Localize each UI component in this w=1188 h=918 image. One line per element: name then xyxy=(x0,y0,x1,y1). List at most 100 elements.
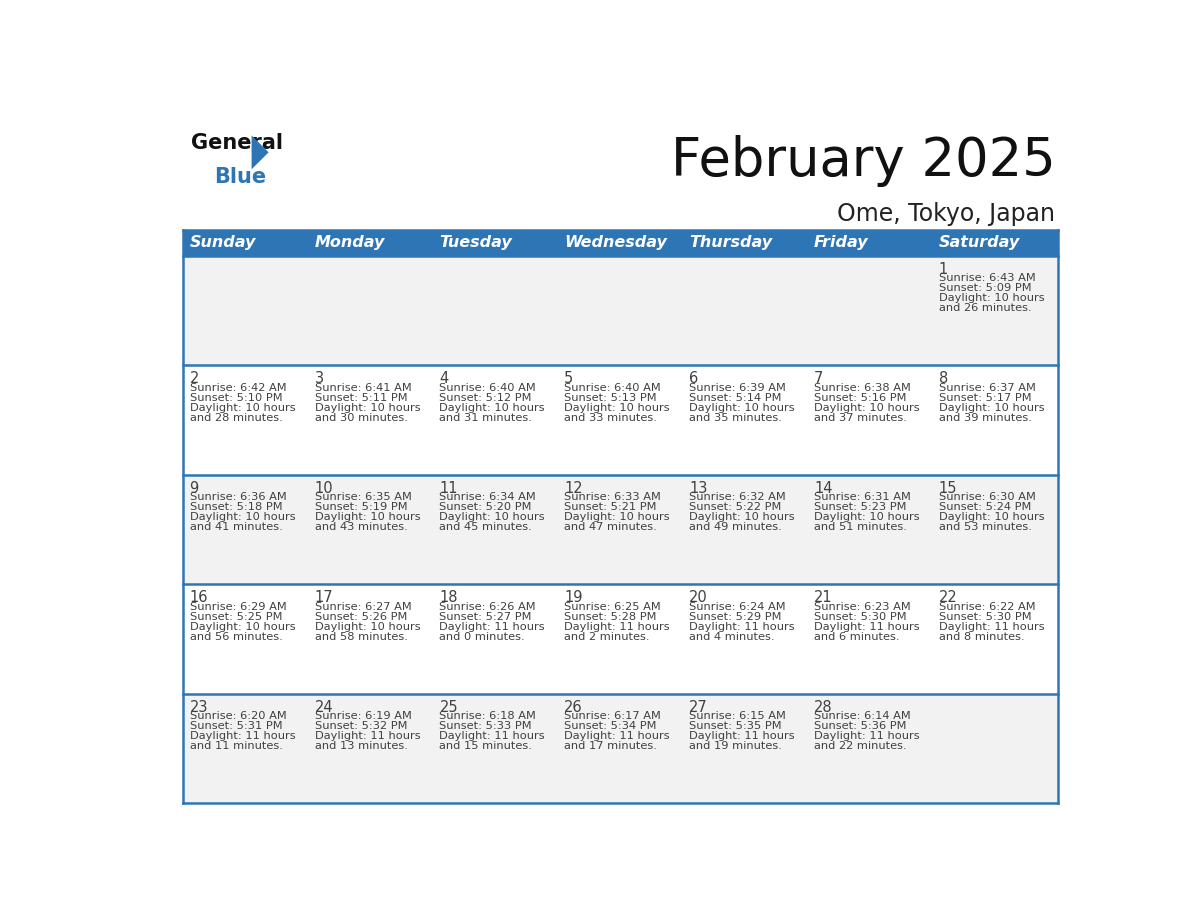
Text: 13: 13 xyxy=(689,481,708,496)
Bar xyxy=(558,256,683,365)
Bar xyxy=(808,584,933,694)
Bar xyxy=(434,475,558,584)
Text: and 22 minutes.: and 22 minutes. xyxy=(814,742,906,752)
Text: Sunrise: 6:24 AM: Sunrise: 6:24 AM xyxy=(689,602,785,612)
Text: 10: 10 xyxy=(315,481,333,496)
Text: Sunrise: 6:17 AM: Sunrise: 6:17 AM xyxy=(564,711,662,722)
Text: and 51 minutes.: and 51 minutes. xyxy=(814,522,906,532)
Text: Daylight: 10 hours: Daylight: 10 hours xyxy=(689,403,795,413)
Text: Sunset: 5:30 PM: Sunset: 5:30 PM xyxy=(814,612,906,621)
Text: Sunset: 5:22 PM: Sunset: 5:22 PM xyxy=(689,502,782,512)
Bar xyxy=(683,475,808,584)
Text: 25: 25 xyxy=(440,700,459,715)
Text: and 19 minutes.: and 19 minutes. xyxy=(689,742,782,752)
Text: 6: 6 xyxy=(689,372,699,386)
Text: and 0 minutes.: and 0 minutes. xyxy=(440,632,525,642)
Text: and 39 minutes.: and 39 minutes. xyxy=(939,413,1032,423)
Text: Sunrise: 6:23 AM: Sunrise: 6:23 AM xyxy=(814,602,911,612)
Text: Daylight: 10 hours: Daylight: 10 hours xyxy=(564,403,670,413)
Text: Sunday: Sunday xyxy=(190,235,255,250)
Text: and 33 minutes.: and 33 minutes. xyxy=(564,413,657,423)
Bar xyxy=(434,694,558,803)
Text: and 17 minutes.: and 17 minutes. xyxy=(564,742,657,752)
Text: Sunset: 5:29 PM: Sunset: 5:29 PM xyxy=(689,612,782,621)
Text: and 6 minutes.: and 6 minutes. xyxy=(814,632,899,642)
Text: Sunrise: 6:30 AM: Sunrise: 6:30 AM xyxy=(939,492,1036,502)
Text: Sunrise: 6:15 AM: Sunrise: 6:15 AM xyxy=(689,711,786,722)
Text: Sunset: 5:18 PM: Sunset: 5:18 PM xyxy=(190,502,283,512)
Text: Sunset: 5:33 PM: Sunset: 5:33 PM xyxy=(440,722,532,732)
Text: and 49 minutes.: and 49 minutes. xyxy=(689,522,782,532)
Text: Sunset: 5:35 PM: Sunset: 5:35 PM xyxy=(689,722,782,732)
Text: Daylight: 11 hours: Daylight: 11 hours xyxy=(939,621,1044,632)
Text: Sunset: 5:26 PM: Sunset: 5:26 PM xyxy=(315,612,406,621)
Text: Sunrise: 6:42 AM: Sunrise: 6:42 AM xyxy=(190,383,286,393)
Bar xyxy=(308,584,434,694)
Text: and 53 minutes.: and 53 minutes. xyxy=(939,522,1032,532)
Text: Sunrise: 6:29 AM: Sunrise: 6:29 AM xyxy=(190,602,286,612)
Text: 1: 1 xyxy=(939,262,948,277)
Text: Daylight: 10 hours: Daylight: 10 hours xyxy=(190,621,296,632)
Text: and 4 minutes.: and 4 minutes. xyxy=(689,632,775,642)
Bar xyxy=(183,230,308,256)
Text: Sunset: 5:17 PM: Sunset: 5:17 PM xyxy=(939,393,1031,403)
Text: Sunset: 5:12 PM: Sunset: 5:12 PM xyxy=(440,393,532,403)
Text: Blue: Blue xyxy=(214,167,266,187)
Text: Daylight: 10 hours: Daylight: 10 hours xyxy=(190,512,296,522)
Text: Sunrise: 6:20 AM: Sunrise: 6:20 AM xyxy=(190,711,286,722)
Text: Sunrise: 6:27 AM: Sunrise: 6:27 AM xyxy=(315,602,411,612)
Text: Sunset: 5:13 PM: Sunset: 5:13 PM xyxy=(564,393,657,403)
Bar xyxy=(308,256,434,365)
Text: and 13 minutes.: and 13 minutes. xyxy=(315,742,407,752)
Text: Thursday: Thursday xyxy=(689,235,772,250)
Bar xyxy=(808,256,933,365)
Text: 15: 15 xyxy=(939,481,958,496)
Bar xyxy=(808,694,933,803)
Text: 22: 22 xyxy=(939,590,958,605)
Text: Saturday: Saturday xyxy=(939,235,1020,250)
Text: Daylight: 10 hours: Daylight: 10 hours xyxy=(939,294,1044,304)
Text: Sunrise: 6:41 AM: Sunrise: 6:41 AM xyxy=(315,383,411,393)
Text: Sunset: 5:09 PM: Sunset: 5:09 PM xyxy=(939,284,1031,294)
Bar xyxy=(808,365,933,475)
Text: Sunset: 5:25 PM: Sunset: 5:25 PM xyxy=(190,612,282,621)
Bar xyxy=(434,365,558,475)
Bar xyxy=(308,365,434,475)
Text: Sunset: 5:27 PM: Sunset: 5:27 PM xyxy=(440,612,532,621)
Text: Sunset: 5:20 PM: Sunset: 5:20 PM xyxy=(440,502,532,512)
Text: Sunrise: 6:43 AM: Sunrise: 6:43 AM xyxy=(939,274,1036,284)
Text: Daylight: 11 hours: Daylight: 11 hours xyxy=(440,732,545,742)
Text: Sunset: 5:23 PM: Sunset: 5:23 PM xyxy=(814,502,906,512)
Text: and 11 minutes.: and 11 minutes. xyxy=(190,742,283,752)
Text: Daylight: 10 hours: Daylight: 10 hours xyxy=(939,403,1044,413)
Bar xyxy=(183,475,308,584)
Text: and 58 minutes.: and 58 minutes. xyxy=(315,632,407,642)
Text: Sunrise: 6:40 AM: Sunrise: 6:40 AM xyxy=(564,383,661,393)
Text: Tuesday: Tuesday xyxy=(440,235,512,250)
Text: Sunset: 5:11 PM: Sunset: 5:11 PM xyxy=(315,393,407,403)
Text: and 37 minutes.: and 37 minutes. xyxy=(814,413,906,423)
Text: Sunrise: 6:36 AM: Sunrise: 6:36 AM xyxy=(190,492,286,502)
Text: Sunrise: 6:14 AM: Sunrise: 6:14 AM xyxy=(814,711,911,722)
Bar xyxy=(558,694,683,803)
Text: and 15 minutes.: and 15 minutes. xyxy=(440,742,532,752)
Text: 9: 9 xyxy=(190,481,198,496)
Text: 5: 5 xyxy=(564,372,574,386)
Text: and 30 minutes.: and 30 minutes. xyxy=(315,413,407,423)
Text: and 8 minutes.: and 8 minutes. xyxy=(939,632,1024,642)
Text: Sunrise: 6:39 AM: Sunrise: 6:39 AM xyxy=(689,383,786,393)
Text: Daylight: 10 hours: Daylight: 10 hours xyxy=(939,512,1044,522)
Text: Sunset: 5:21 PM: Sunset: 5:21 PM xyxy=(564,502,657,512)
Text: Daylight: 10 hours: Daylight: 10 hours xyxy=(440,512,545,522)
Bar xyxy=(558,365,683,475)
Text: Daylight: 10 hours: Daylight: 10 hours xyxy=(190,403,296,413)
Text: 17: 17 xyxy=(315,590,333,605)
Text: 4: 4 xyxy=(440,372,449,386)
Text: 20: 20 xyxy=(689,590,708,605)
Text: Daylight: 11 hours: Daylight: 11 hours xyxy=(814,621,920,632)
Bar xyxy=(434,256,558,365)
Text: Sunrise: 6:35 AM: Sunrise: 6:35 AM xyxy=(315,492,411,502)
Text: Daylight: 10 hours: Daylight: 10 hours xyxy=(315,512,421,522)
Text: Sunrise: 6:37 AM: Sunrise: 6:37 AM xyxy=(939,383,1036,393)
Bar xyxy=(434,230,558,256)
